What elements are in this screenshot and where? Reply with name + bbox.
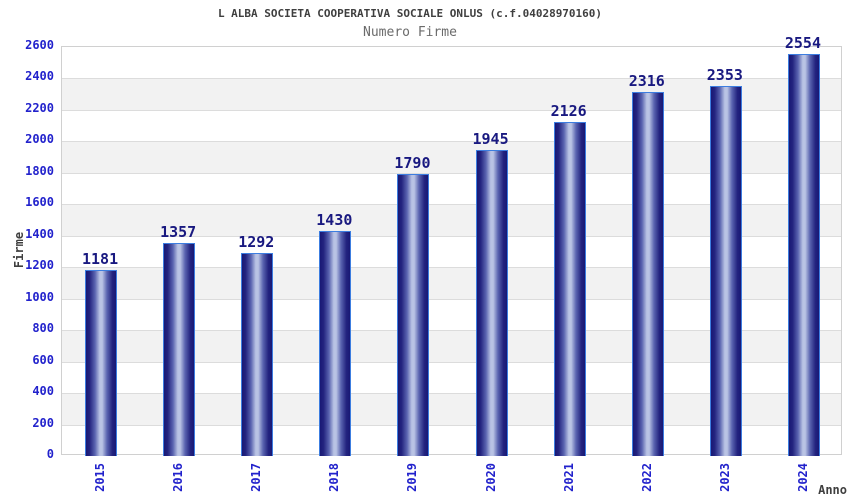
bar-2015 <box>85 270 118 456</box>
y-tick-label: 2200 <box>25 100 54 115</box>
x-tick-label: 2024 <box>795 463 810 492</box>
gridline <box>62 393 841 395</box>
x-tick-label: 2017 <box>249 463 264 492</box>
gridline <box>62 109 841 111</box>
x-tick-label: 2018 <box>327 463 342 492</box>
gridline <box>62 141 841 143</box>
x-tick-label: 2020 <box>483 463 498 492</box>
x-tick-label: 2016 <box>171 463 186 492</box>
x-tick-label: 2019 <box>405 463 420 492</box>
bar-value-label: 2316 <box>628 71 665 90</box>
bar-2022 <box>631 91 664 456</box>
x-tick-label: 2023 <box>717 463 732 492</box>
gridline <box>62 361 841 363</box>
gridline <box>62 330 841 332</box>
bar-value-label: 1357 <box>160 222 197 241</box>
y-tick-label: 1400 <box>25 226 54 241</box>
y-tick-label: 0 <box>46 447 54 461</box>
plot-area <box>61 46 842 456</box>
y-tick-label: 800 <box>32 321 54 336</box>
bar-value-label: 1430 <box>316 211 353 230</box>
gridline <box>62 78 841 80</box>
y-tick-label: 1000 <box>25 289 54 304</box>
bar-2018 <box>319 231 352 456</box>
x-tick-label: 2022 <box>639 463 654 492</box>
x-axis-title: Anno <box>818 483 847 497</box>
bar-2021 <box>553 121 586 456</box>
bar-value-label: 1790 <box>394 154 431 173</box>
x-tick-label: 2015 <box>93 463 108 492</box>
gridline <box>62 204 841 206</box>
y-tick-label: 1800 <box>25 163 54 178</box>
bar-value-label: 2126 <box>550 101 587 120</box>
gridline <box>62 172 841 174</box>
y-tick-label: 2400 <box>25 69 54 84</box>
y-tick-label: 1600 <box>25 195 54 210</box>
bar-2024 <box>787 54 820 456</box>
bar-value-label: 2554 <box>784 34 821 53</box>
y-tick-label: 200 <box>32 415 54 430</box>
bar-2016 <box>163 242 196 456</box>
bar-2023 <box>709 85 742 456</box>
bar-value-label: 1945 <box>472 130 509 149</box>
bar-2017 <box>241 252 274 456</box>
gridline <box>62 235 841 237</box>
bar-value-label: 1292 <box>238 232 275 251</box>
gridline <box>62 424 841 426</box>
bar-2019 <box>397 174 430 456</box>
y-tick-label: 400 <box>32 384 54 399</box>
bar-value-label: 1181 <box>81 250 119 269</box>
gridline <box>62 298 841 300</box>
chart-title: L ALBA SOCIETA COOPERATIVA SOCIALE ONLUS… <box>217 7 603 20</box>
y-tick-label: 2000 <box>25 132 54 147</box>
bar-2020 <box>475 150 508 456</box>
bar-value-label: 2353 <box>706 65 743 84</box>
x-tick-label: 2021 <box>561 463 576 492</box>
y-tick-label: 2600 <box>25 38 54 52</box>
y-tick-label: 1200 <box>25 258 54 273</box>
gridline <box>62 267 841 269</box>
chart-subtitle: Numero Firme <box>363 25 457 40</box>
y-tick-label: 600 <box>32 352 54 367</box>
